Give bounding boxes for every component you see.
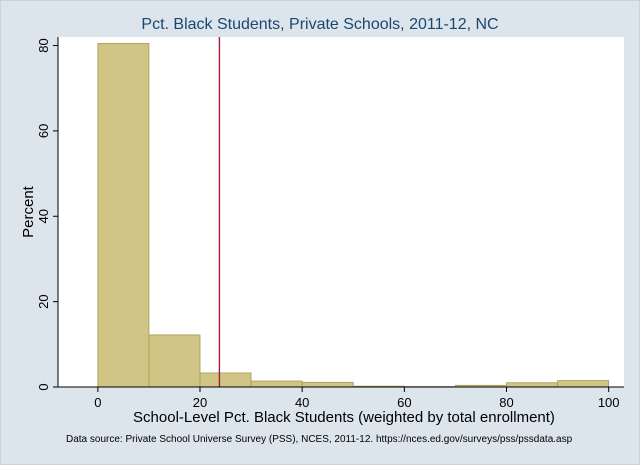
x-tick-label: 0	[94, 395, 101, 410]
histogram-bar	[199, 372, 252, 388]
x-tick-label: 60	[397, 395, 411, 410]
histogram-bar	[301, 381, 354, 388]
y-tick-label: 60	[36, 124, 51, 138]
histogram-bar	[148, 334, 201, 388]
y-tick-label: 0	[36, 383, 51, 390]
x-axis-title: School-Level Pct. Black Students (weight…	[133, 409, 555, 426]
source-note: Data source: Private School Universe Sur…	[66, 434, 573, 445]
histogram-bar	[250, 380, 303, 388]
y-tick-label: 80	[36, 38, 51, 52]
y-axis-title: Percent	[20, 185, 37, 238]
y-tick-label: 20	[36, 294, 51, 308]
histogram-bar	[557, 380, 610, 388]
y-tick-label: 40	[36, 209, 51, 223]
x-tick-label: 40	[295, 395, 309, 410]
plot-area	[58, 37, 624, 387]
x-tick-label: 80	[499, 395, 513, 410]
histogram-bar	[97, 43, 150, 388]
histogram-bar	[506, 382, 558, 388]
x-tick-label: 100	[598, 395, 620, 410]
chart-title: Pct. Black Students, Private Schools, 20…	[141, 16, 499, 33]
x-tick-label: 20	[193, 395, 207, 410]
